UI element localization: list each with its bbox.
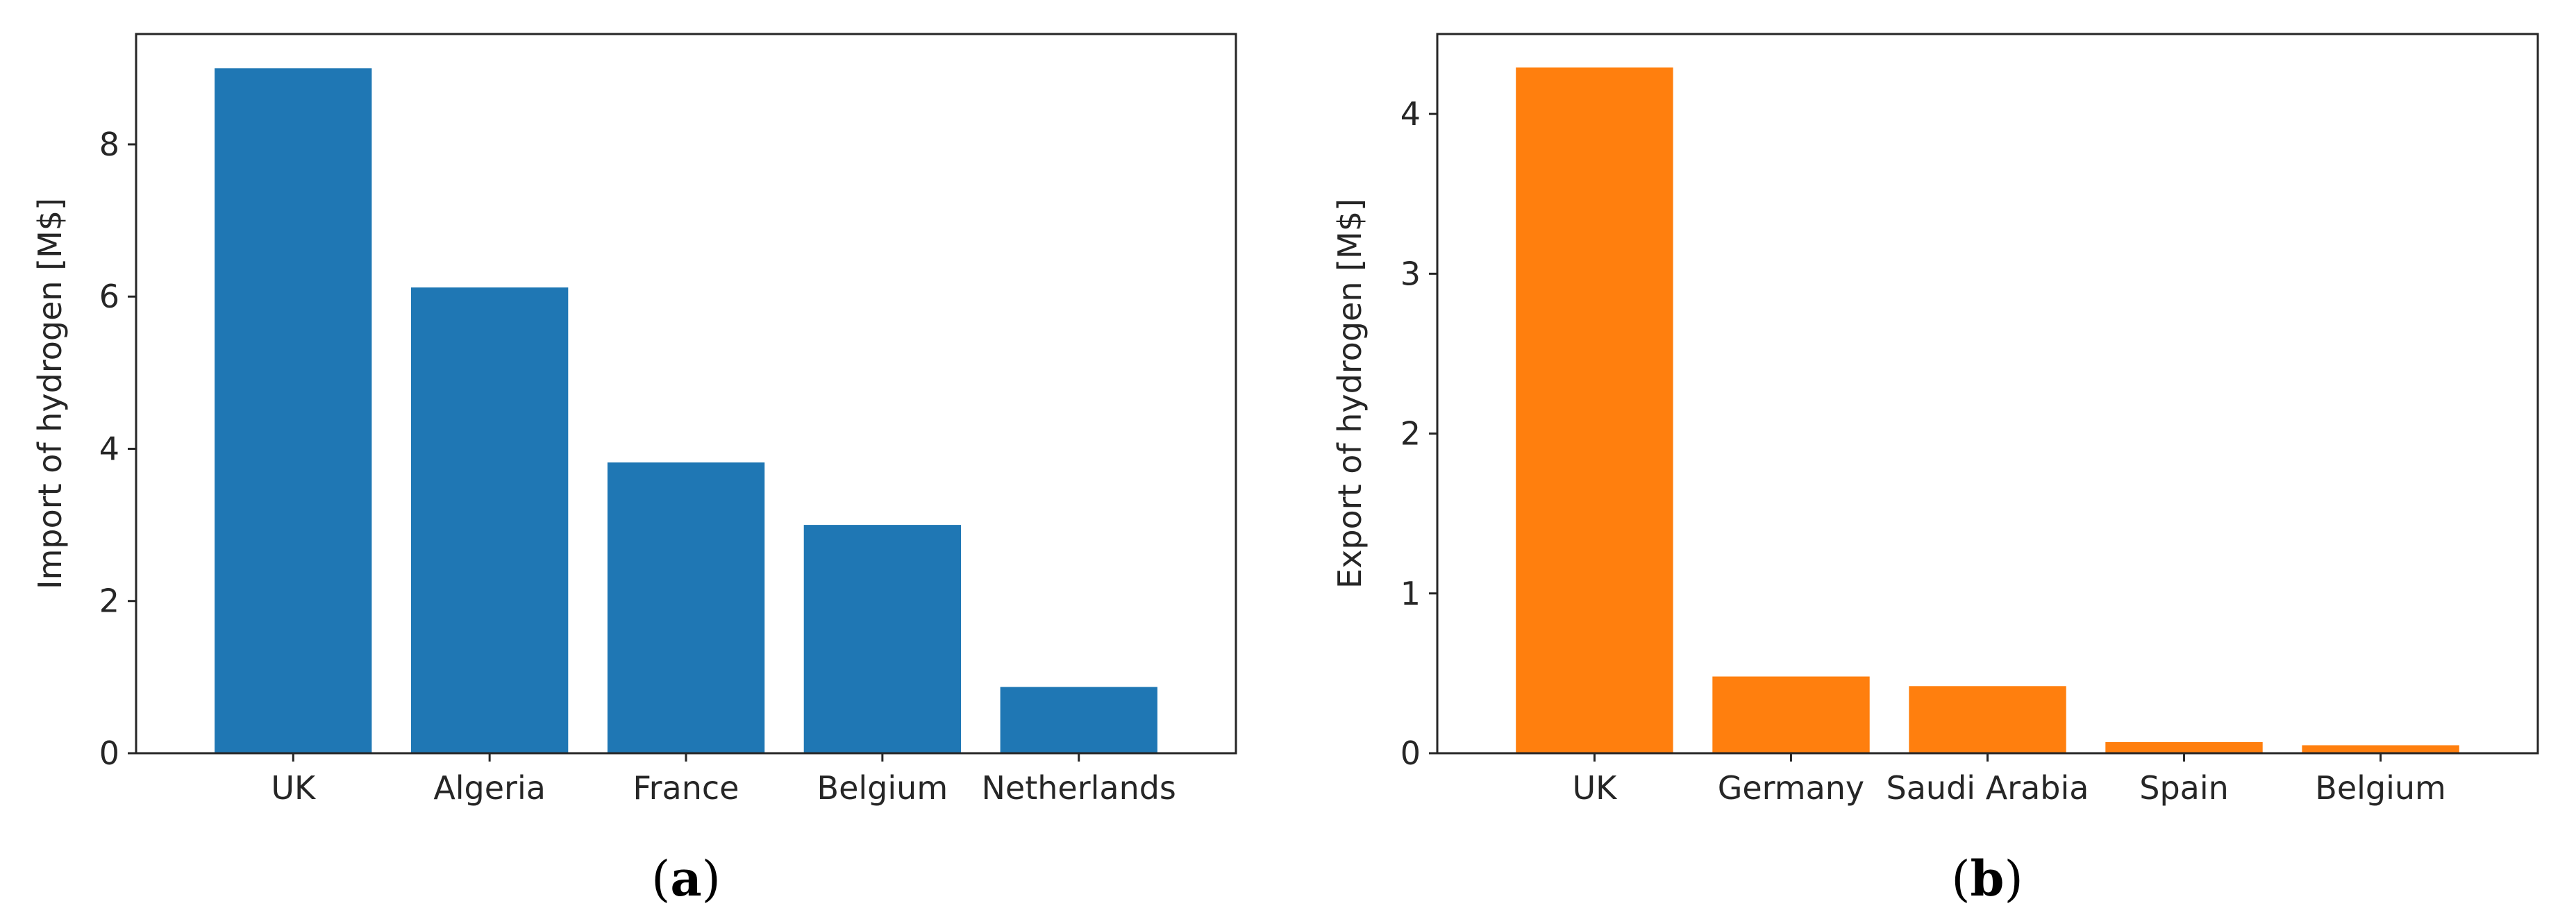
y-tick-label: 6 (99, 278, 119, 315)
x-tick-label: Belgium (2315, 769, 2446, 807)
bar-uk (1516, 67, 1673, 754)
x-tick-label: France (633, 769, 739, 807)
y-tick-label: 0 (99, 734, 119, 772)
y-tick-label: 0 (1400, 734, 1421, 772)
bar-belgium (2302, 745, 2459, 753)
chart-panel-b: UK Germany Saudi Arabia Spain Belgium 0 1 2 3 4 Ex… (1331, 33, 2539, 907)
x-tick-label: UK (1573, 769, 1619, 807)
x-tick-label: Spain (2139, 769, 2229, 807)
y-tick-label: 2 (99, 582, 119, 620)
x-tick-label: Belgium (817, 769, 948, 807)
bar-uk (215, 68, 372, 754)
panel-label: (a) (651, 850, 721, 907)
bar-france (607, 462, 765, 753)
y-tick-label: 4 (1400, 95, 1421, 133)
x-tick-label: Netherlands (982, 769, 1176, 807)
y-axis-label: Import of hydrogen [M$] (31, 198, 69, 589)
y-tick-label: 8 (99, 126, 119, 163)
bar-algeria (411, 287, 569, 754)
bar-germany (1712, 676, 1870, 753)
y-tick-label: 1 (1400, 575, 1421, 612)
bar-belgium (803, 525, 961, 753)
chart-panel-a: UK Algeria France Belgium Netherlands 0 2 4 6 8 Im… (31, 33, 1237, 907)
bar-saudi-arabia (1909, 686, 2066, 753)
y-axis-label: Export of hydrogen [M$] (1331, 199, 1369, 589)
y-tick-label: 4 (99, 430, 119, 467)
x-tick-label: Saudi Arabia (1887, 769, 2089, 807)
x-tick-label: Germany (1718, 769, 1864, 807)
bar-netherlands (1000, 687, 1157, 753)
y-tick-label: 3 (1400, 255, 1421, 292)
x-tick-label: Algeria (433, 769, 546, 807)
x-tick-label: UK (271, 769, 317, 807)
y-tick-label: 2 (1400, 415, 1421, 453)
bar-spain (2105, 741, 2263, 753)
panel-label: (b) (1951, 850, 2023, 907)
